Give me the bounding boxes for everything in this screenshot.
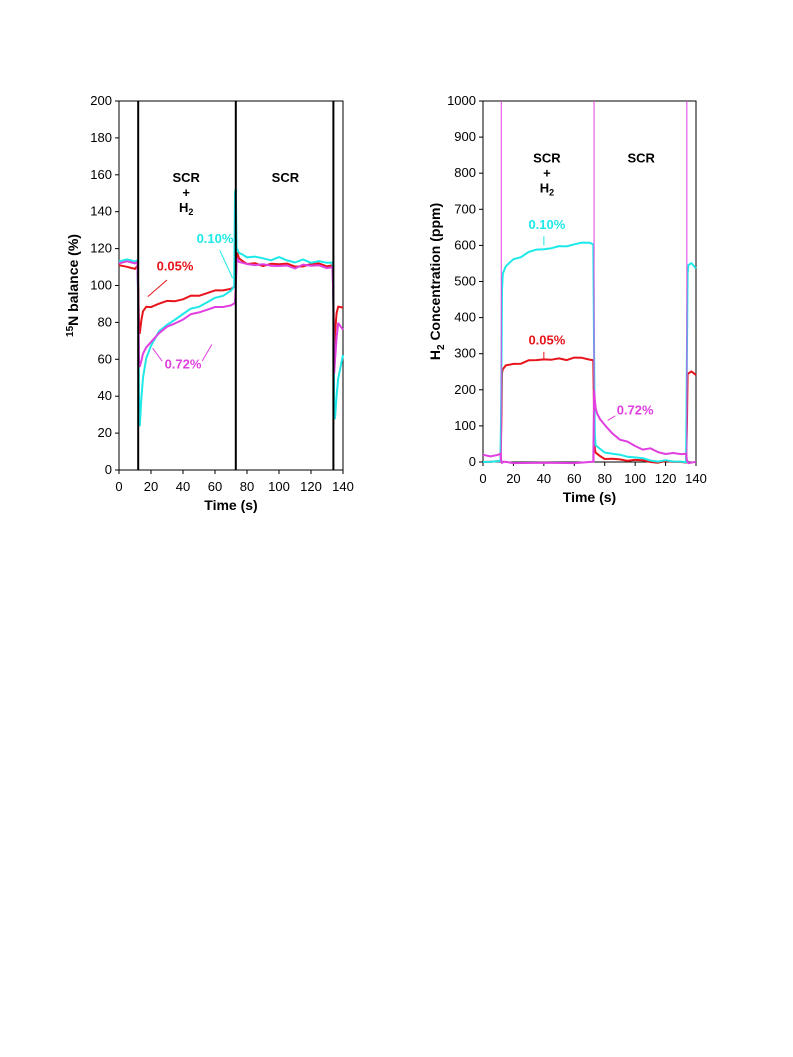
x-tick-label: 120 (300, 479, 322, 494)
y-tick-label: 120 (90, 241, 112, 256)
region-label-text: + (543, 165, 551, 180)
y-tick-label: 800 (454, 165, 476, 180)
annotation-leader-line (219, 250, 234, 279)
x-tick-label: 40 (537, 471, 551, 486)
annotation-leader-line (147, 279, 168, 297)
y-tick-label: 300 (454, 346, 476, 361)
y-tick-label: 700 (454, 201, 476, 216)
annotation-leader-line (607, 415, 616, 421)
x-tick-label: 0 (115, 479, 122, 494)
region-label-subscript: 2 (188, 207, 193, 217)
region-label-text: SCR (628, 150, 656, 165)
x-tick-label: 60 (208, 479, 222, 494)
series-annotation: 0.72% (617, 402, 654, 417)
y-axis-title: 15N balance (%) (65, 234, 81, 337)
x-tick-label: 20 (144, 479, 158, 494)
y-tick-label: 20 (98, 425, 112, 440)
x-tick-label: 0 (479, 471, 486, 486)
plot-frame (482, 100, 697, 463)
x-tick-label: 80 (240, 479, 254, 494)
series-annotation: 0.10% (528, 217, 565, 232)
y-axis-title-text: Concentration (ppm) (427, 203, 443, 345)
y-tick-label: 80 (98, 314, 112, 329)
y-axis-title-prefix: H (427, 350, 443, 360)
x-tick-label: 60 (567, 471, 581, 486)
region-label: SCR (272, 170, 300, 185)
x-tick-label: 140 (332, 479, 354, 494)
annotation-leader-line (201, 344, 213, 362)
x-tick-label: 100 (268, 479, 290, 494)
region-label-text: SCR (533, 150, 561, 165)
series-line-072 (482, 389, 697, 465)
region-label: SCR (628, 150, 656, 165)
y-tick-label: 180 (90, 130, 112, 145)
y-tick-label: 100 (90, 278, 112, 293)
region-label: SCR (172, 170, 200, 185)
x-tick-label: 140 (685, 471, 707, 486)
y-tick-label: 600 (454, 237, 476, 252)
y-tick-label: 500 (454, 274, 476, 289)
region-label-text: SCR (172, 170, 200, 185)
region-label: H2 (179, 200, 193, 217)
y-tick-label: 400 (454, 310, 476, 325)
y-tick-label: 140 (90, 204, 112, 219)
region-label: SCR (533, 150, 561, 165)
y-axis-title-text: N balance (%) (65, 234, 81, 326)
y-tick-label: 900 (454, 129, 476, 144)
series-annotation: 0.10% (197, 231, 234, 246)
h2-concentration-chart: 0 100 200 300 400 500 600 700 800 900 1000 0 20 40 60 8… (427, 93, 707, 505)
region-label-text: + (182, 185, 190, 200)
series-annotation: 0.72% (165, 357, 202, 372)
x-tick-label: 20 (506, 471, 520, 486)
y-tick-label: 40 (98, 388, 112, 403)
y-tick-label: 0 (105, 462, 112, 477)
plot-frame (118, 100, 344, 471)
y-tick-label: 1000 (447, 93, 476, 108)
y-tick-label: 160 (90, 167, 112, 182)
y-tick-label: 200 (90, 93, 112, 108)
region-label: H2 (540, 180, 554, 197)
region-label: + (182, 185, 190, 200)
y-tick-label: 200 (454, 382, 476, 397)
series-annotation: 0.05% (528, 333, 565, 348)
y-axis-title-superscript: 15 (65, 325, 76, 337)
x-tick-label: 120 (655, 471, 677, 486)
y-axis-title-subscript: 2 (436, 344, 447, 350)
y-tick-label: 100 (454, 418, 476, 433)
region-label-text: H (179, 200, 188, 215)
y-tick-label: 0 (469, 454, 476, 469)
series-line-010 (482, 241, 697, 464)
series-annotation: 0.05% (157, 259, 194, 274)
region-label-text: H (540, 180, 549, 195)
annotation-leader-line (152, 347, 163, 362)
series-line-005 (482, 356, 697, 464)
region-label-text: SCR (272, 170, 300, 185)
n15-balance-chart: 0 20 40 60 80 100 120 140 160 180 200 0 20 40 60 80 100 1… (65, 93, 354, 513)
x-tick-label: 40 (176, 479, 190, 494)
x-tick-label: 100 (624, 471, 646, 486)
x-axis-title: Time (s) (563, 489, 616, 505)
region-label: + (543, 165, 551, 180)
y-axis-title: H2 Concentration (ppm) (427, 203, 447, 360)
x-tick-label: 80 (597, 471, 611, 486)
y-tick-label: 60 (98, 351, 112, 366)
x-axis-title: Time (s) (204, 497, 257, 513)
region-label-subscript: 2 (549, 187, 554, 197)
